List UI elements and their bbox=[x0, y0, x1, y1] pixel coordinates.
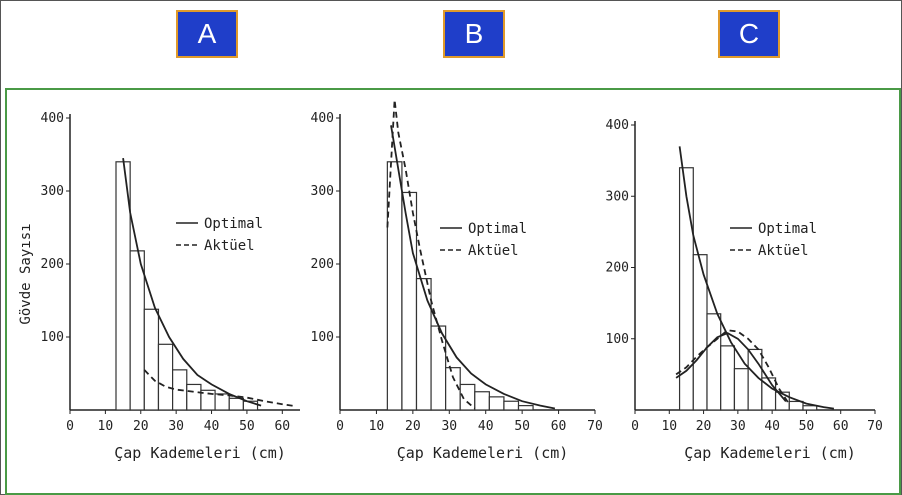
chart-a-legend-label-1: Aktüel bbox=[204, 238, 255, 254]
chart-b-legend-label-0: Optimal bbox=[468, 221, 527, 237]
chart-b-xtick-label-20: 20 bbox=[405, 419, 421, 434]
chart-b-xtick-label-30: 30 bbox=[441, 419, 457, 434]
chart-b-bar-7 bbox=[488, 396, 505, 411]
chart-a-ytick-label-100: 100 bbox=[41, 330, 64, 345]
chart-c-xtick-label-60: 60 bbox=[833, 419, 849, 434]
chart-c-bar-9 bbox=[802, 405, 818, 411]
chart-a-bar-1 bbox=[129, 250, 145, 411]
chart-a-bar-2 bbox=[143, 308, 160, 411]
chart-c-x-label: Çap Kademeleri (cm) bbox=[684, 444, 856, 462]
chart-c-ytick-label-100: 100 bbox=[606, 332, 629, 347]
chart-b-bar-2 bbox=[415, 278, 432, 411]
chart-a-x-label: Çap Kademeleri (cm) bbox=[114, 444, 286, 462]
chart-b-ytick-label-200: 200 bbox=[311, 257, 334, 272]
chart-c-legend-label-1: Aktüel bbox=[758, 243, 809, 259]
chart-b-xtick-label-60: 60 bbox=[551, 419, 567, 434]
chart-a-ytick-label-200: 200 bbox=[41, 257, 64, 272]
chart-c-bar-3 bbox=[720, 345, 736, 411]
chart-c-xtick-label-10: 10 bbox=[661, 419, 677, 434]
chart-a-xtick-label-60: 60 bbox=[274, 419, 290, 434]
panel-label-a: A bbox=[176, 10, 238, 58]
chart-b-xtick-label-70: 70 bbox=[587, 419, 603, 434]
chart-c-ytick-label-300: 300 bbox=[606, 189, 629, 204]
chart-b-xtick-label-10: 10 bbox=[369, 419, 385, 434]
chart-b-xtick-label-40: 40 bbox=[478, 419, 494, 434]
chart-c-bar-8 bbox=[788, 400, 804, 411]
panel-label-c: C bbox=[718, 10, 780, 58]
chart-b-bar-6 bbox=[474, 391, 490, 411]
chart-b-xtick-label-0: 0 bbox=[336, 419, 344, 434]
chart-a-ytick-label-300: 300 bbox=[41, 184, 64, 199]
chart-c-xtick-label-20: 20 bbox=[696, 419, 712, 434]
chart-c-bar-2 bbox=[706, 313, 722, 411]
chart-c-xtick-label-70: 70 bbox=[867, 419, 883, 434]
panel-label-b: B bbox=[443, 10, 505, 58]
chart-c-ytick-label-200: 200 bbox=[606, 261, 629, 276]
chart-a-bar-8 bbox=[228, 397, 244, 411]
chart-b-legend-label-1: Aktüel bbox=[468, 243, 519, 259]
chart-b-x-label: Çap Kademeleri (cm) bbox=[397, 444, 569, 462]
chart-b-bar-9 bbox=[517, 405, 534, 411]
chart-a-xtick-label-30: 30 bbox=[168, 419, 184, 434]
chart-b-bar-0 bbox=[386, 161, 403, 411]
chart-a-legend-label-0: Optimal bbox=[204, 216, 263, 232]
chart-c-xtick-label-30: 30 bbox=[730, 419, 746, 434]
chart-a-series-aktüel bbox=[143, 369, 297, 408]
chart-a-bar-7 bbox=[214, 393, 230, 411]
chart-c-bar-4 bbox=[733, 368, 749, 411]
chart-a-series-optimal bbox=[122, 157, 262, 407]
chart-c-xtick-label-50: 50 bbox=[799, 419, 815, 434]
chart-a-xtick-label-0: 0 bbox=[66, 419, 74, 434]
chart-a-xtick-label-20: 20 bbox=[133, 419, 149, 434]
chart-b-ytick-label-400: 400 bbox=[311, 111, 334, 126]
chart-c-xtick-label-40: 40 bbox=[764, 419, 780, 434]
chart-c-series-optimal-2 bbox=[675, 332, 787, 402]
chart-a-xtick-label-10: 10 bbox=[98, 419, 114, 434]
chart-b-xtick-label-50: 50 bbox=[514, 419, 530, 434]
chart-c-ytick-label-400: 400 bbox=[606, 118, 629, 133]
chart-c-series-aktüel bbox=[675, 329, 791, 405]
chart-a-ytick-label-400: 400 bbox=[41, 111, 64, 126]
chart-a-xtick-label-50: 50 bbox=[239, 419, 255, 434]
chart-b-bar-1 bbox=[401, 191, 418, 411]
chart-b-bar-3 bbox=[430, 325, 447, 411]
chart-b-bar-8 bbox=[503, 400, 520, 411]
chart-a-xtick-label-40: 40 bbox=[204, 419, 220, 434]
chart-c-xtick-label-0: 0 bbox=[631, 419, 639, 434]
chart-c-legend-label-0: Optimal bbox=[758, 221, 817, 237]
chart-c-series-optimal bbox=[678, 146, 835, 410]
charts-panel bbox=[5, 88, 901, 495]
chart-b-series-optimal bbox=[390, 125, 556, 410]
chart-a-bar-9 bbox=[242, 400, 259, 411]
chart-b-ytick-label-100: 100 bbox=[311, 330, 334, 345]
chart-a-bar-3 bbox=[157, 343, 174, 411]
chart-b-ytick-label-300: 300 bbox=[311, 184, 334, 199]
chart-a-y-label: Gövde Sayısı bbox=[18, 223, 34, 324]
chart-a-bar-5 bbox=[186, 383, 202, 411]
